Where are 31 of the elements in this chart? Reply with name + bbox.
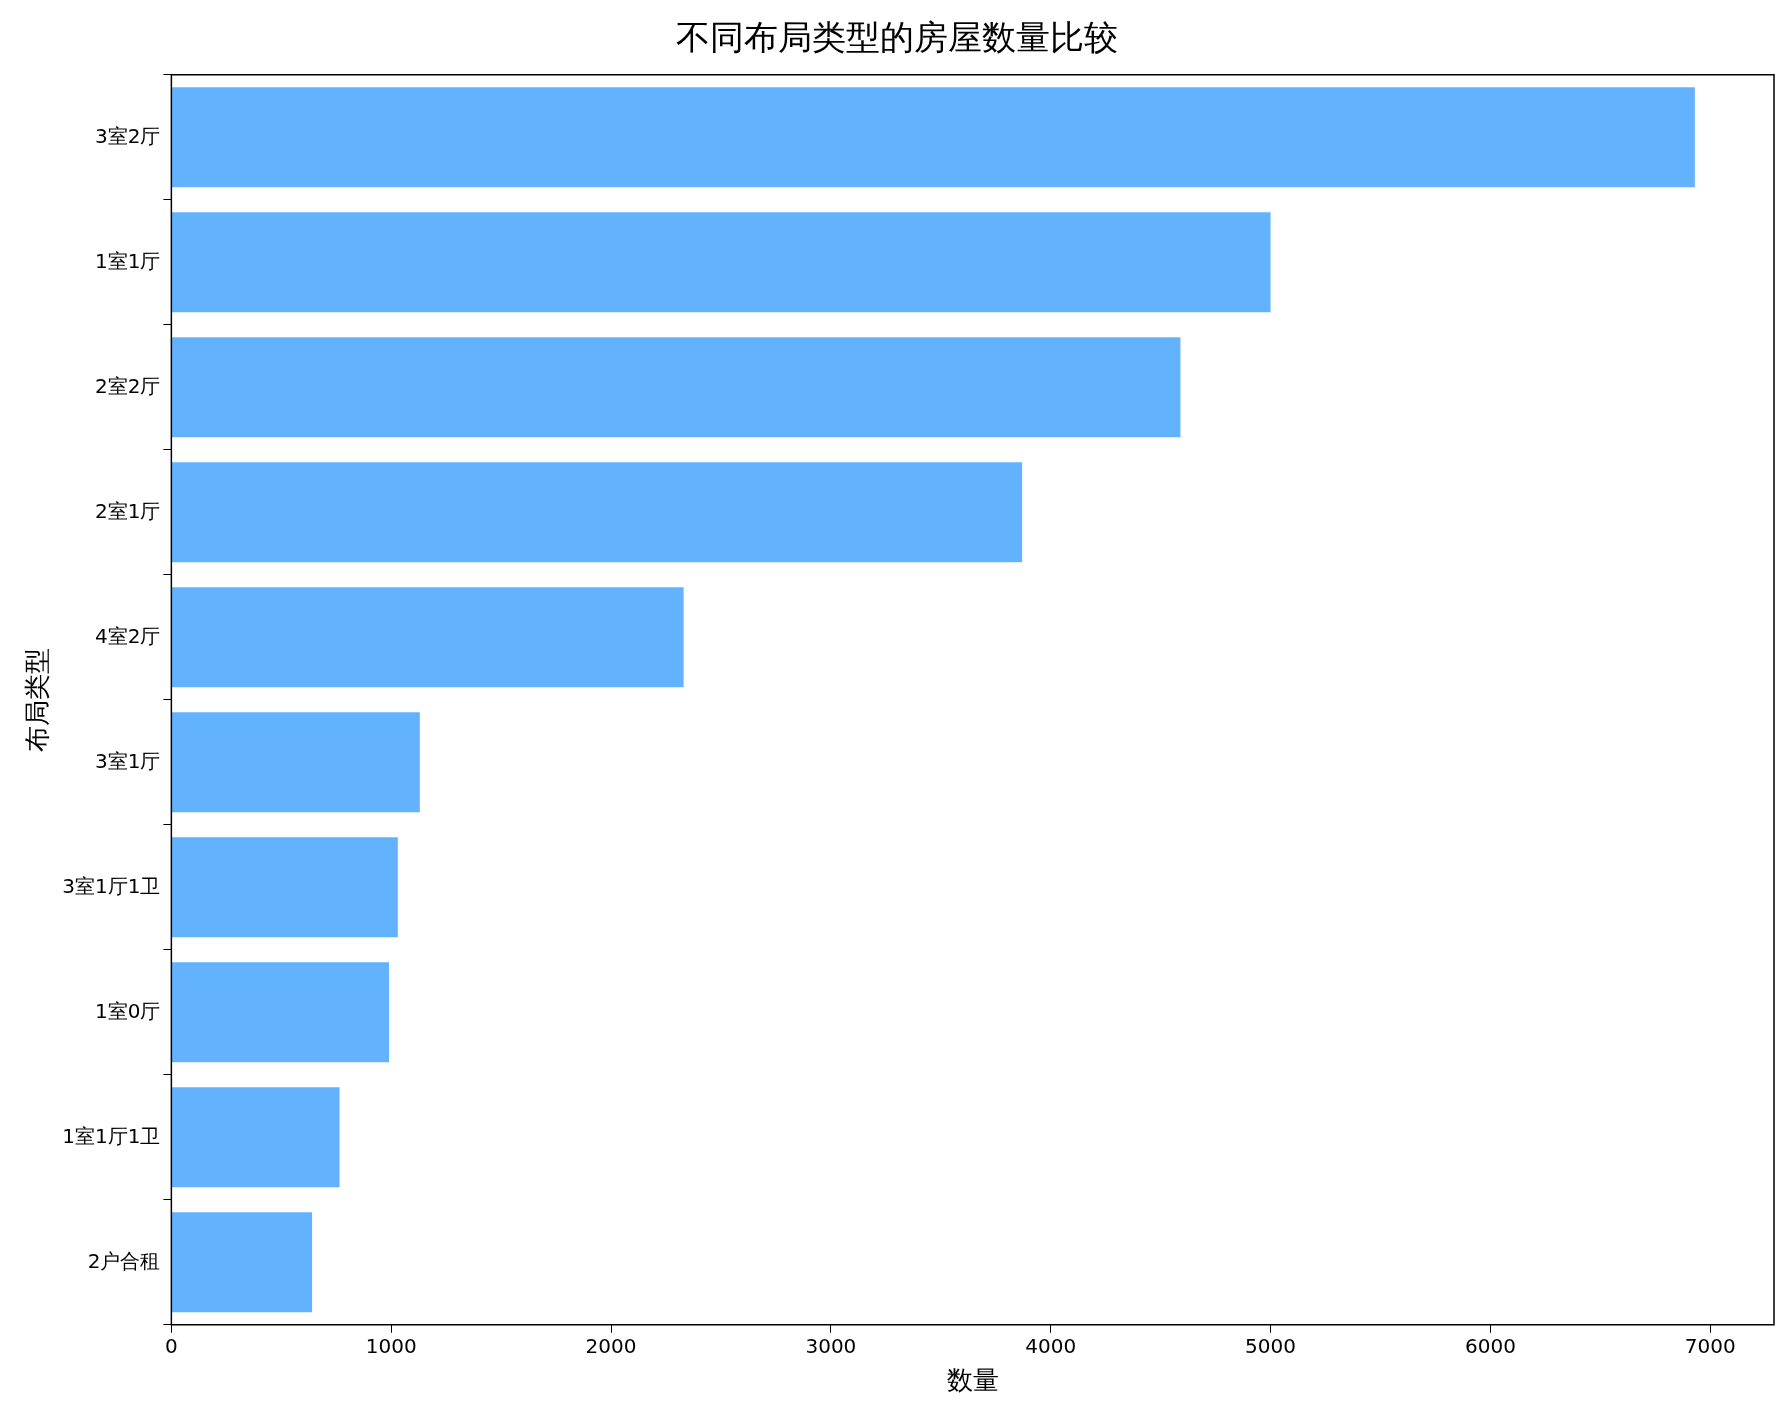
- y-tick-label: 2室2厅: [94, 373, 161, 398]
- y-tick-label: 1室0厅: [94, 998, 161, 1023]
- y-tick-label: 1室1厅1卫: [62, 1123, 161, 1148]
- bar: [171, 1087, 340, 1188]
- bar: [171, 1212, 313, 1313]
- x-tick-label: 3000: [805, 1334, 857, 1358]
- y-tick-label: 3室1厅1卫: [62, 873, 161, 898]
- y-tick-label: 3室2厅: [94, 123, 161, 148]
- x-tick-label: 4000: [1025, 1334, 1077, 1358]
- bar: [171, 462, 1023, 563]
- x-tick-label: 6000: [1464, 1334, 1516, 1358]
- x-tick-label: 5000: [1245, 1334, 1297, 1358]
- y-tick-label: 3室1厅: [94, 748, 161, 773]
- x-tick-label: 7000: [1684, 1334, 1736, 1358]
- bar: [171, 837, 398, 938]
- y-tick-label: 1室1厅: [94, 248, 161, 273]
- x-tick-label: 1000: [365, 1334, 417, 1358]
- bar: [171, 587, 684, 688]
- bar: [171, 212, 1271, 313]
- x-tick-label: 2000: [585, 1334, 637, 1358]
- bar: [171, 712, 420, 813]
- bar: [171, 962, 390, 1063]
- bar: [171, 337, 1181, 438]
- y-axis-title: 布局类型: [22, 647, 53, 752]
- chart-title: 不同布局类型的房屋数量比较: [676, 17, 1118, 58]
- y-tick-label: 4室2厅: [94, 623, 161, 648]
- bar: [171, 87, 1695, 188]
- y-tick-label: 2户合租: [87, 1248, 161, 1273]
- x-axis-title: 数量: [946, 1365, 999, 1396]
- x-tick-label: 0: [165, 1334, 178, 1358]
- y-tick-label: 2室1厅: [94, 498, 161, 523]
